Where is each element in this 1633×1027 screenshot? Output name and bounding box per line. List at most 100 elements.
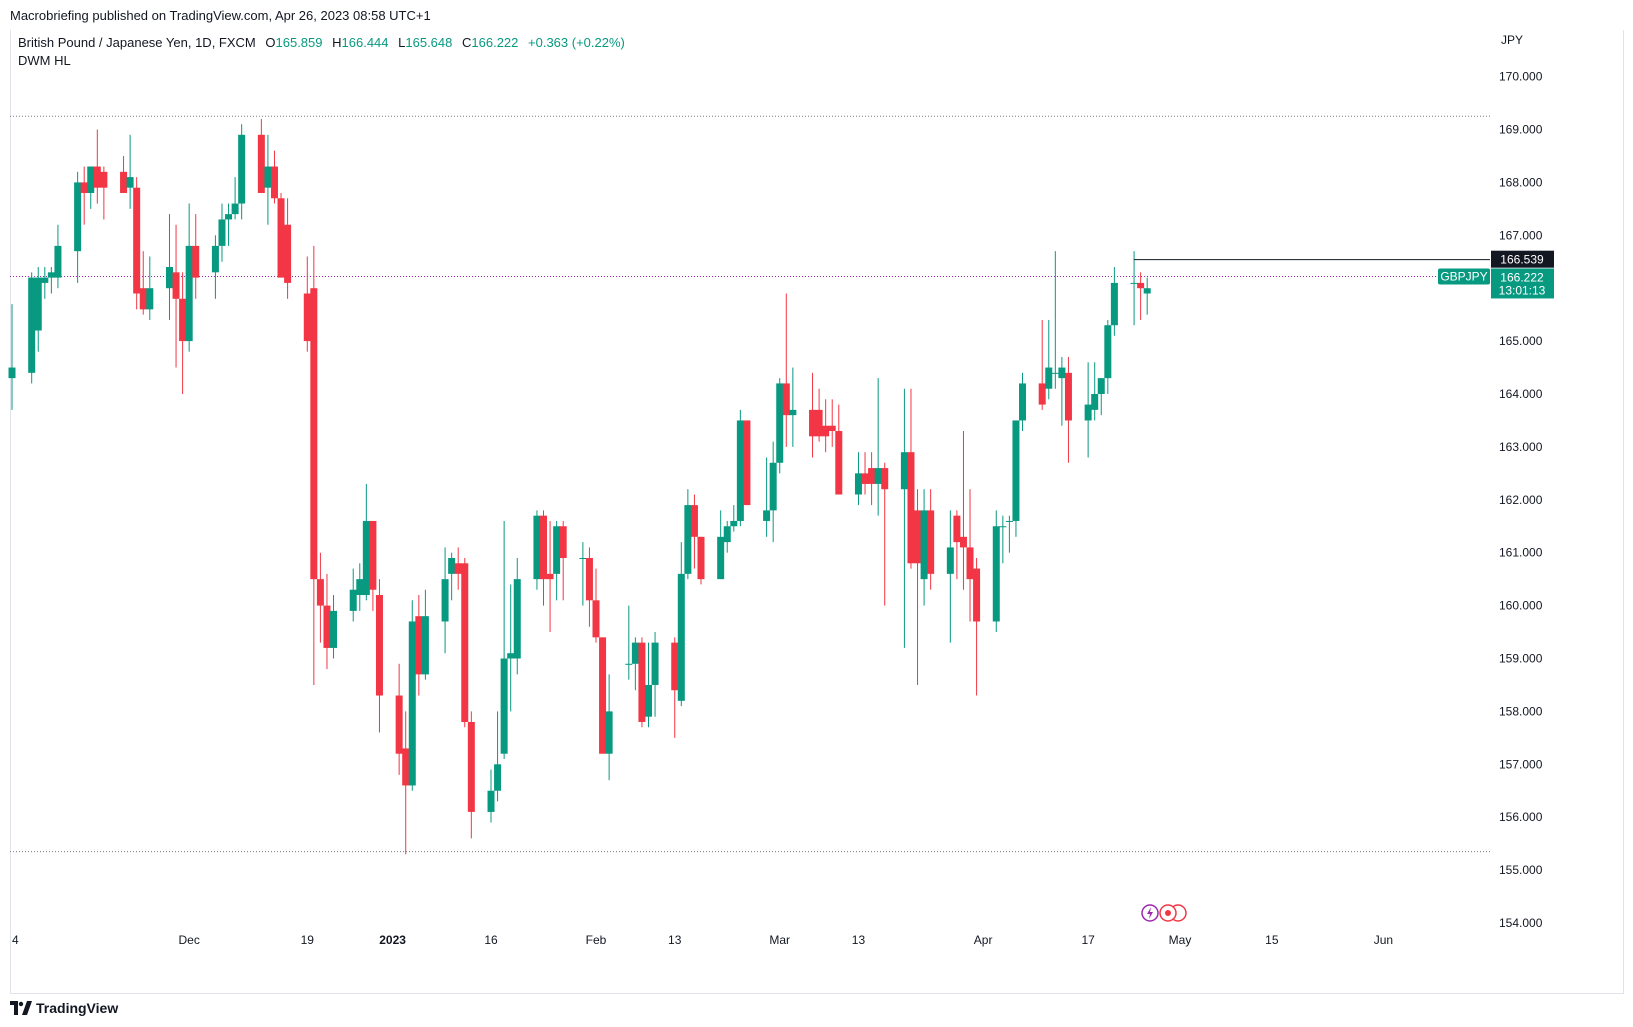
candle-body: [218, 219, 226, 246]
candle: [1084, 362, 1092, 458]
time-tick-label: Mar: [769, 933, 790, 947]
candle: [1137, 272, 1145, 320]
candle-body: [815, 409, 823, 437]
candle-body: [1110, 282, 1118, 326]
candle: [644, 642, 652, 728]
candle-body: [920, 510, 928, 580]
candle: [697, 536, 705, 585]
symbol-title[interactable]: British Pound / Japanese Yen, 1D, FXCM: [18, 35, 256, 50]
candle-body: [461, 563, 469, 722]
candle-body: [553, 526, 561, 574]
candle: [165, 214, 173, 320]
price-tick-label: 156.000: [1499, 810, 1543, 824]
tradingview-logo[interactable]: TradingView: [10, 1000, 118, 1016]
candle: [651, 632, 659, 717]
candle: [1110, 267, 1118, 336]
candle-body: [1051, 372, 1059, 374]
candle-body: [776, 383, 784, 463]
candle: [362, 483, 370, 601]
candle: [323, 573, 331, 670]
candle: [461, 557, 469, 728]
candle-body: [881, 468, 889, 490]
candle-body: [874, 468, 882, 484]
candle: [599, 637, 607, 754]
candle-body: [1130, 282, 1138, 284]
candle: [133, 177, 141, 310]
price-tick-label: 164.000: [1499, 387, 1543, 401]
last-price-badge: [1491, 268, 1554, 299]
candle: [638, 637, 646, 728]
price-tick-label: 155.000: [1499, 863, 1543, 877]
candle-body: [448, 557, 456, 574]
last-price-text: 166.222: [1500, 270, 1544, 284]
indicator-label[interactable]: DWM HL: [18, 53, 71, 68]
candle-body: [362, 520, 370, 596]
candle: [868, 452, 876, 506]
time-tick-label: 13: [668, 933, 682, 947]
candle: [677, 542, 685, 707]
candle-body: [28, 277, 36, 373]
candle: [284, 198, 292, 299]
candle: [93, 129, 101, 204]
candle-body: [500, 658, 508, 754]
candle-body: [1005, 520, 1013, 522]
price-tick-label: 157.000: [1499, 757, 1543, 771]
candle-body: [8, 367, 16, 379]
candle-body: [605, 711, 613, 754]
candle: [270, 150, 278, 204]
price-tick-label: 170.000: [1499, 70, 1543, 84]
candle-body: [1084, 404, 1092, 421]
candle: [736, 409, 744, 527]
time-tick-label: Apr: [974, 933, 993, 947]
price-tick-label: 168.000: [1499, 175, 1543, 189]
candle: [1012, 420, 1020, 537]
candle-body: [907, 452, 915, 564]
candle-body: [126, 177, 134, 188]
candle: [914, 489, 922, 685]
economic-event-dot: [1165, 910, 1171, 916]
candle: [946, 510, 954, 643]
candle-body: [900, 452, 908, 490]
candle: [356, 563, 364, 611]
candle-body: [1104, 325, 1112, 379]
candle-body: [41, 277, 49, 283]
candle-body: [179, 298, 187, 342]
symbol-badge-text: GBPJPY: [1440, 269, 1487, 283]
candle-body: [369, 520, 377, 590]
candle: [87, 166, 95, 209]
open-key: O: [265, 35, 276, 50]
close-key: C: [462, 35, 472, 50]
candle: [959, 431, 967, 590]
candle-body: [966, 547, 974, 580]
price-tick-label: 154.000: [1499, 916, 1543, 930]
candle: [54, 224, 62, 289]
candle-body: [415, 616, 423, 675]
candle: [303, 256, 311, 352]
price-axis: JPY 170.000 169.000 168.000 167.000 165.000 16…: [1499, 33, 1543, 930]
lightning-glyph: [1147, 907, 1153, 919]
candle: [1064, 356, 1072, 463]
candle: [487, 769, 495, 823]
candle-body: [992, 526, 1000, 622]
candle-body: [507, 653, 515, 659]
price-tick-label: 169.000: [1499, 123, 1543, 137]
candle: [592, 568, 600, 643]
candle: [211, 235, 219, 299]
low-key: L: [398, 35, 406, 50]
candle-body: [395, 695, 403, 754]
candle-body: [139, 288, 147, 310]
candle: [927, 489, 935, 590]
candle-body: [868, 468, 876, 484]
candle-body: [736, 420, 744, 521]
candle-body: [973, 568, 981, 622]
candle-body: [238, 134, 246, 204]
published-by-line: Macrobriefing published on TradingView.c…: [10, 8, 431, 23]
symbol-legend: British Pound / Japanese Yen, 1D, FXCM O…: [18, 35, 625, 50]
candle: [723, 520, 731, 553]
candle: [1058, 356, 1066, 426]
candle: [8, 304, 16, 410]
close-value: 166.222: [471, 35, 519, 50]
time-tick-label: 13: [852, 933, 866, 947]
candle-body: [1019, 383, 1027, 421]
